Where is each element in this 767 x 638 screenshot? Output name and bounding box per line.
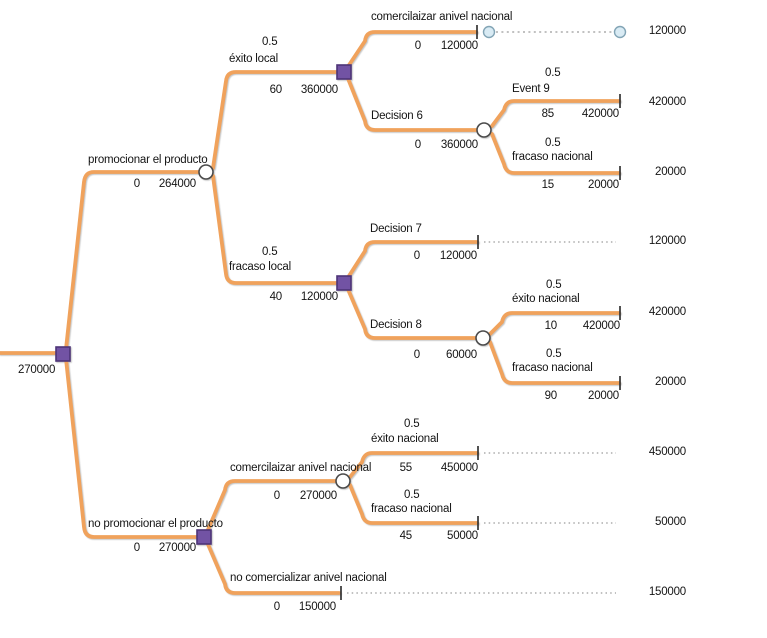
branch-prob-value: 55 — [399, 462, 413, 474]
branch-label: éxito nacional — [512, 293, 580, 305]
branch-value: 20000 — [588, 390, 619, 402]
branch-label: promocionar el producto — [88, 154, 208, 166]
end-value: 120000 — [648, 235, 686, 247]
branch-prob-value: 15 — [541, 179, 555, 191]
branch-line — [345, 74, 480, 132]
branch-value: 150000 — [298, 601, 336, 613]
branch-value: 360000 — [440, 139, 478, 151]
branch-probability: 0.5 — [545, 67, 561, 79]
chance-node-icon[interactable] — [335, 473, 351, 489]
branch-label: comercilaizar anivel nacional — [230, 462, 372, 474]
branch-line — [348, 483, 479, 525]
branch-prob-value: 0 — [414, 40, 421, 52]
root-value: 270000 — [18, 364, 56, 376]
branch-probability: 0.5 — [546, 348, 562, 360]
end-value: 20000 — [655, 376, 686, 388]
chance-node-icon[interactable] — [198, 164, 214, 180]
branch-label: Decision 6 — [371, 110, 423, 122]
branch-prob-value: 0 — [273, 601, 280, 613]
branch-label: éxito nacional — [371, 433, 439, 445]
branch-label: Decision 7 — [370, 223, 422, 235]
branch-prob-value: 40 — [269, 291, 283, 303]
branch-line — [211, 174, 343, 285]
branch-prob-value: 60 — [269, 84, 283, 96]
branch-prob-value: 0 — [413, 250, 420, 262]
branch-value: 120000 — [439, 250, 477, 262]
branch-line — [345, 30, 478, 70]
branch-label: éxito local — [229, 53, 278, 65]
end-value: 20000 — [655, 166, 686, 178]
branch-value: 270000 — [299, 490, 337, 502]
branch-line — [205, 540, 341, 595]
branch-label: fracaso nacional — [371, 503, 452, 515]
branch-prob-value: 85 — [541, 108, 555, 120]
branch-label: fracaso local — [229, 261, 291, 273]
branch-line — [348, 451, 479, 479]
branch-prob-value: 0 — [133, 542, 140, 554]
branch-value: 360000 — [300, 84, 338, 96]
reference-node-icon[interactable] — [482, 25, 496, 39]
branch-value: 420000 — [582, 320, 620, 332]
end-value: 150000 — [648, 586, 686, 598]
branch-value: 264000 — [158, 178, 196, 190]
branch-value: 420000 — [581, 108, 619, 120]
branch-prob-value: 10 — [544, 320, 558, 332]
branch-probability: 0.5 — [545, 137, 561, 149]
branch-prob-value: 0 — [413, 349, 420, 361]
end-value: 450000 — [648, 446, 686, 458]
branch-prob-value: 0 — [414, 139, 421, 151]
branch-label: fracaso nacional — [512, 362, 593, 374]
branch-label: no comercializar anivel nacional — [230, 572, 387, 584]
chance-node-icon[interactable] — [476, 122, 492, 138]
branch-line — [64, 170, 203, 351]
end-value: 120000 — [648, 25, 686, 37]
branch-prob-value: 45 — [399, 530, 413, 542]
branch-probability: 0.5 — [262, 36, 278, 48]
decision-node-icon[interactable] — [336, 275, 352, 291]
branch-line — [345, 240, 479, 281]
branch-probability: 0.5 — [404, 418, 420, 430]
branch-prob-value: 0 — [133, 178, 140, 190]
branch-line — [345, 285, 478, 340]
branch-probability: 0.5 — [546, 279, 562, 291]
branch-line — [490, 99, 621, 128]
branch-label: comercilaizar anivel nacional — [371, 11, 513, 23]
branch-value: 120000 — [440, 40, 478, 52]
branch-line — [211, 70, 343, 170]
branch-probability: 0.5 — [262, 246, 278, 258]
branch-value: 20000 — [588, 179, 619, 191]
end-value: 50000 — [655, 516, 686, 528]
branch-line — [205, 479, 338, 534]
branch-line — [488, 340, 621, 385]
branch-probability: 0.5 — [404, 489, 420, 501]
end-value: 420000 — [648, 306, 686, 318]
branch-value: 270000 — [158, 542, 196, 554]
branch-value: 60000 — [446, 349, 477, 361]
decision-node-icon[interactable] — [336, 64, 352, 80]
reference-node-icon[interactable] — [613, 25, 627, 39]
decision-node-icon[interactable] — [55, 346, 71, 362]
branch-line — [488, 311, 621, 336]
branch-value: 120000 — [300, 291, 338, 303]
branch-line — [490, 132, 621, 175]
branch-prob-value: 90 — [544, 390, 558, 402]
branch-label: Decision 8 — [370, 319, 422, 331]
chance-node-icon[interactable] — [475, 330, 491, 346]
branch-value: 450000 — [440, 462, 478, 474]
branch-prob-value: 0 — [273, 490, 280, 502]
decision-node-icon[interactable] — [196, 529, 212, 545]
branch-line — [64, 357, 203, 539]
branch-label: Event 9 — [512, 83, 550, 95]
branch-value: 50000 — [447, 530, 478, 542]
end-value: 420000 — [648, 96, 686, 108]
branch-label: fracaso nacional — [512, 151, 593, 163]
branch-label: no promocionar el producto — [88, 518, 223, 530]
